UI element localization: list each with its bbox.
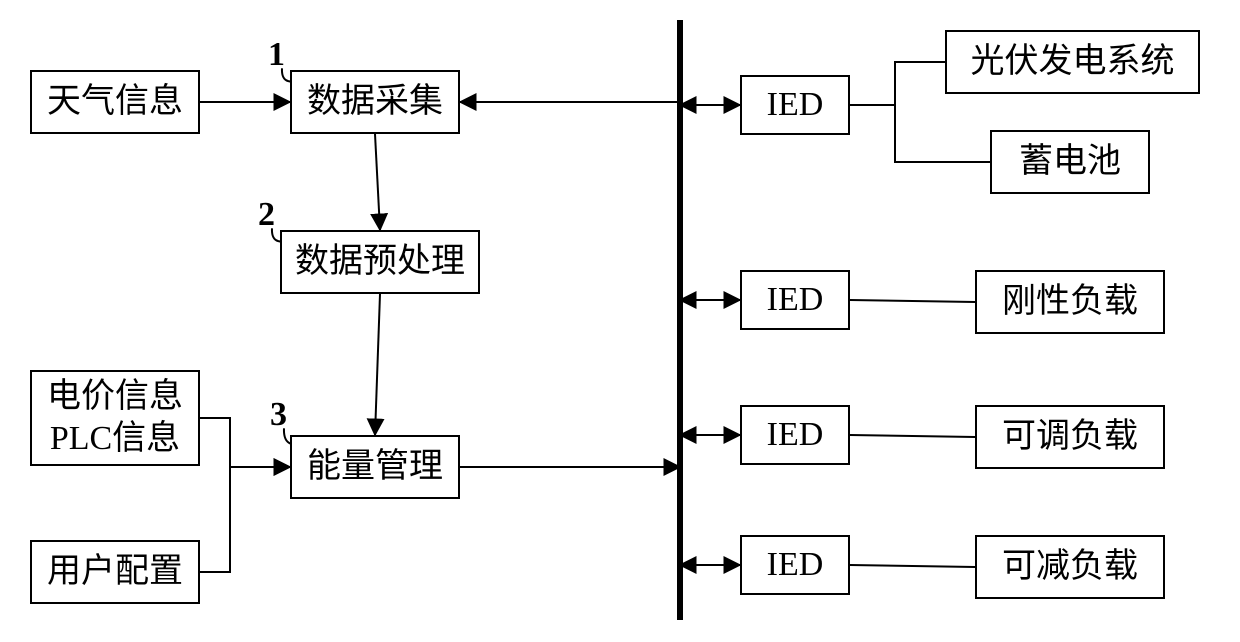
node-user_cfg: 用户配置 <box>30 540 200 604</box>
node-ied3: IED <box>740 405 850 465</box>
node-battery: 蓄电池 <box>990 130 1150 194</box>
node-rigid_load: 刚性负载 <box>975 270 1165 334</box>
node-data_preproc: 数据预处理 <box>280 230 480 294</box>
numeric-label-n3: 3 <box>270 396 287 434</box>
numeric-label-n1: 1 <box>268 36 285 74</box>
node-pv_system: 光伏发电系统 <box>945 30 1200 94</box>
node-energy_mgmt: 能量管理 <box>290 435 460 499</box>
node-price_plc: 电价信息 PLC信息 <box>30 370 200 466</box>
numeric-label-n2: 2 <box>258 196 275 234</box>
node-reduce_load: 可减负载 <box>975 535 1165 599</box>
diagram-canvas: 天气信息 数据采集数据预处理电价信息 PLC信息用户配置 能量管理 IED IED IED… <box>0 0 1240 642</box>
node-ied2: IED <box>740 270 850 330</box>
node-adjust_load: 可调负载 <box>975 405 1165 469</box>
node-weather: 天气信息 <box>30 70 200 134</box>
node-data_collect: 数据采集 <box>290 70 460 134</box>
node-ied4: IED <box>740 535 850 595</box>
node-ied1: IED <box>740 75 850 135</box>
